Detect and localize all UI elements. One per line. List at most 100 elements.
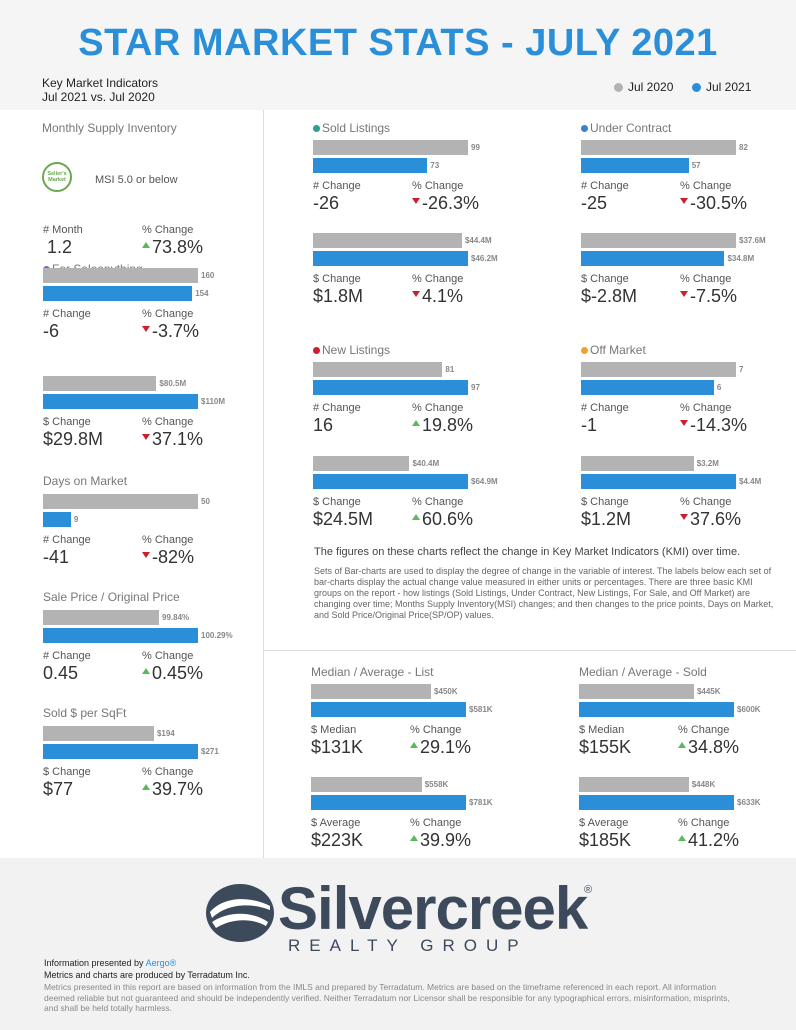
for_sale_dollar-value-label-2020: $80.5M: [159, 379, 187, 388]
sqft-bar-2020: [43, 726, 154, 741]
sold_count-value-b: -26.3%: [412, 193, 479, 214]
dom-title: Days on Market: [43, 474, 127, 488]
for_sale_count-value-b: -3.7%: [142, 321, 199, 342]
sold_avg-value-b-text: 41.2%: [688, 830, 740, 850]
new_count-title-dot-icon: [313, 346, 320, 354]
off_count-value-label-2020: 7: [739, 365, 744, 374]
off_dollar-value-label-2021: $4.4M: [739, 477, 762, 486]
off_dollar-label-b: % Change: [680, 496, 732, 508]
sqft-bar-2021: [43, 744, 198, 759]
sold_dollar-bar-2021: [313, 251, 468, 266]
off_count-value-label-2021: 6: [716, 383, 722, 392]
uc_dollar-label-b: % Change: [680, 273, 732, 285]
sqft-value-label-2021: $271: [201, 747, 219, 756]
new_count-value-b-text: 19.8%: [422, 415, 474, 435]
for_sale_dollar-value-a: $29.8M: [43, 429, 104, 449]
sold_median-value-b-text: 34.8%: [688, 737, 740, 757]
dom-bar-2020: [43, 494, 198, 509]
sold_count-value-b-text: -26.3%: [422, 193, 480, 213]
uc_count-value-label-2021: 57: [691, 161, 701, 170]
list_median-title-text: Median / Average - List: [311, 665, 434, 679]
new_count-label-a: # Change: [313, 402, 361, 414]
new_dollar-value-label-2021: $64.9M: [471, 477, 498, 486]
down-arrow-icon: [680, 419, 688, 426]
list_median-value-b: 29.1%: [410, 737, 471, 758]
sp_op-title-text: Sale Price / Original Price: [43, 590, 180, 604]
msi-label-a: # Month: [43, 224, 83, 236]
uc_count-title: Under Contract: [581, 121, 671, 135]
list_median-value-a: $131K: [311, 737, 364, 757]
sold_count-value-label-2020: 99: [471, 143, 480, 152]
note-body: Sets of Bar-charts are used to display t…: [314, 566, 774, 620]
silvercreek-logo: Silvercreek ® REALTY GROUP: [204, 875, 604, 955]
off_count-title-text: Off Market: [590, 343, 646, 357]
sold_count-bar-2020: [313, 140, 468, 155]
off_dollar-value-b-text: 37.6%: [690, 509, 742, 529]
for_sale_count-value-label-2020: 160: [201, 271, 215, 280]
sqft-value-b-text: 39.7%: [152, 779, 204, 799]
aergo-link[interactable]: Aergo®: [145, 958, 177, 968]
new_count-value-a: 16: [313, 415, 334, 435]
sold_median-value-a: $155K: [579, 737, 632, 757]
off_count-value-b-text: -14.3%: [690, 415, 748, 435]
for_sale_dollar-value-b-text: 37.1%: [152, 429, 204, 449]
legend-2020: Jul 2020: [614, 80, 673, 94]
sold_count-value-label-2021: 73: [430, 161, 440, 170]
kmi-caption: Key Market Indicators Jul 2021 vs. Jul 2…: [42, 76, 158, 104]
dom-value-a: -41: [43, 547, 70, 567]
sold_avg-label-a: $ Average: [579, 817, 629, 829]
sellers-market-badge: Seller's Market: [42, 162, 72, 192]
sold_dollar-bar-2020: [313, 233, 462, 248]
uc_count-title-text: Under Contract: [590, 121, 672, 135]
sqft-title: Sold $ per SqFt: [43, 706, 126, 720]
list_avg-value-a: $223K: [311, 830, 364, 850]
sp_op-value-a: 0.45: [43, 663, 79, 683]
off_count-value-b: -14.3%: [680, 415, 747, 436]
for_sale_count-bar-2020: [43, 268, 198, 283]
up-arrow-icon: [678, 834, 686, 841]
sold_dollar-value-b: 4.1%: [412, 286, 463, 307]
sqft-value-b: 39.7%: [142, 779, 203, 800]
uc_dollar-value-b: -7.5%: [680, 286, 737, 307]
sp_op-title: Sale Price / Original Price: [43, 590, 180, 604]
sold_dollar-value-b-text: 4.1%: [422, 286, 464, 306]
logo-registered: ®: [584, 884, 593, 896]
sold_median-value-label-2020: $445K: [696, 687, 721, 696]
footer-background: [0, 858, 796, 1030]
uc_dollar-value-label-2020: $37.6M: [739, 236, 766, 245]
new_dollar-value-label-2020: $40.4M: [412, 459, 440, 468]
sp_op-value-label-2020: 99.84%: [162, 613, 190, 622]
uc_count-bar-2021: [581, 158, 689, 173]
sold_median-value-b: 34.8%: [678, 737, 739, 758]
down-arrow-icon: [142, 433, 150, 440]
msi-badge-text: MSI 5.0 or below: [95, 174, 178, 186]
off_count-label-b: % Change: [680, 402, 732, 414]
page-title: STAR MARKET STATS - JULY 2021: [78, 22, 718, 64]
sold_dollar-value-a: $1.8M: [313, 286, 364, 306]
for_sale_dollar-bar-2020: [43, 376, 157, 391]
down-arrow-icon: [142, 551, 150, 558]
msi-title: Monthly Supply Inventory: [42, 121, 177, 135]
note-heading: The figures on these charts reflect the …: [314, 546, 741, 558]
logo-wordmark: Silvercreek: [278, 875, 588, 942]
down-arrow-icon: [680, 197, 688, 204]
uc_count-label-a: # Change: [581, 180, 629, 192]
new_count-value-label-2020: 81: [445, 365, 455, 374]
sold_count-bar-2021: [313, 158, 428, 173]
list_avg-label-b: % Change: [410, 817, 462, 829]
off_dollar-value-a: $1.2M: [581, 509, 632, 529]
off_count-title-dot-icon: [581, 346, 588, 354]
kmi-line2: Jul 2021 vs. Jul 2020: [42, 90, 155, 104]
for_sale_dollar-value-label-2021: $110M: [201, 397, 226, 406]
footer-credit-prefix: Information presented by: [44, 958, 146, 968]
uc_count-value-b: -30.5%: [680, 193, 747, 214]
header-background: [0, 0, 796, 110]
up-arrow-icon: [410, 834, 418, 841]
for_sale_count-value-b-text: -3.7%: [152, 321, 200, 341]
msi-value-b-text: 73.8%: [152, 237, 204, 257]
new_dollar-value-b-text: 60.6%: [422, 509, 474, 529]
list_avg-label-a: $ Average: [311, 817, 361, 829]
sold_avg-value-a: $185K: [579, 830, 632, 850]
off_count-label-a: # Change: [581, 402, 629, 414]
sqft-value-a: $77: [43, 779, 74, 799]
